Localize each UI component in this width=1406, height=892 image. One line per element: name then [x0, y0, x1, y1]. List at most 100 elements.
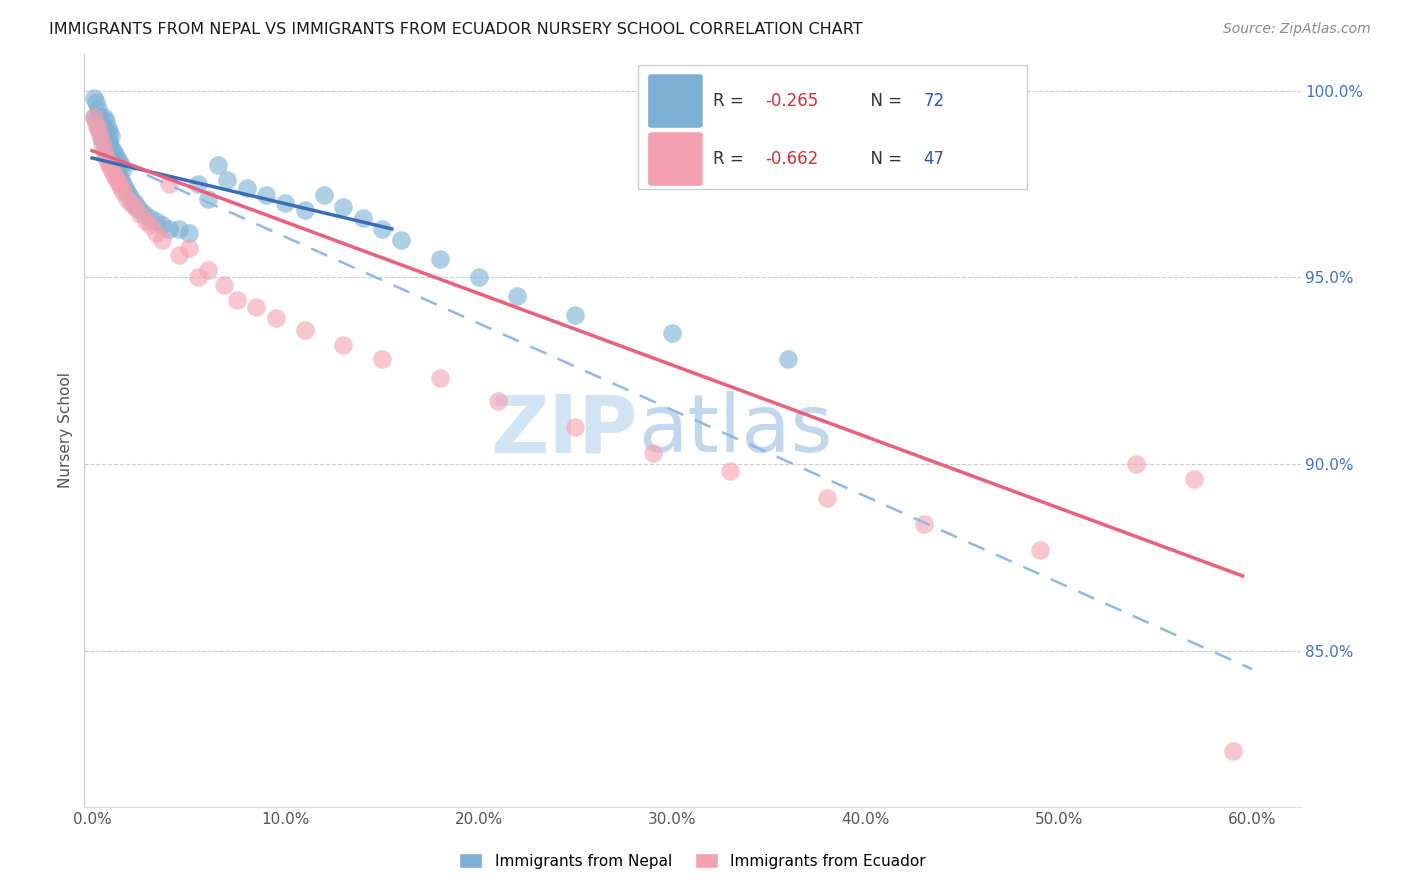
Text: 72: 72: [924, 92, 945, 110]
Point: [641, 446, 664, 460]
Point: [217, 173, 239, 187]
Point: [100, 128, 122, 143]
Point: [125, 200, 148, 214]
Point: [332, 200, 354, 214]
Point: [134, 207, 156, 221]
Y-axis label: Nursery School: Nursery School: [58, 372, 73, 489]
Point: [120, 192, 142, 206]
Point: [121, 195, 143, 210]
Point: [294, 203, 316, 218]
Point: [98, 136, 121, 150]
Point: [90, 117, 112, 131]
Point: [274, 195, 297, 210]
Point: [159, 222, 181, 236]
Point: [1222, 744, 1244, 758]
Point: [93, 121, 115, 136]
Point: [371, 352, 394, 367]
Point: [506, 289, 529, 303]
Point: [94, 113, 117, 128]
Point: [264, 311, 287, 326]
Text: atlas: atlas: [638, 392, 832, 469]
Point: [84, 113, 107, 128]
Text: -0.662: -0.662: [765, 150, 818, 168]
Point: [105, 151, 128, 165]
Point: [90, 132, 112, 146]
Point: [167, 222, 190, 236]
Text: Source: ZipAtlas.com: Source: ZipAtlas.com: [1223, 22, 1371, 37]
Point: [486, 393, 509, 408]
Point: [94, 144, 117, 158]
Point: [89, 110, 111, 124]
Point: [115, 185, 138, 199]
Text: -0.265: -0.265: [765, 92, 818, 110]
Point: [254, 188, 277, 202]
Point: [135, 214, 157, 228]
Point: [167, 248, 190, 262]
Point: [104, 169, 127, 184]
Point: [100, 154, 122, 169]
Text: R =: R =: [713, 92, 749, 110]
Point: [87, 121, 110, 136]
Point: [97, 144, 120, 158]
Point: [105, 166, 128, 180]
Point: [110, 173, 132, 187]
Point: [1182, 472, 1205, 486]
Point: [90, 136, 112, 150]
Point: [112, 177, 135, 191]
Point: [118, 188, 141, 202]
Point: [564, 308, 586, 322]
Point: [564, 419, 586, 434]
Point: [1125, 457, 1147, 471]
Point: [159, 177, 181, 191]
Point: [94, 151, 117, 165]
Point: [105, 173, 128, 187]
Point: [145, 226, 167, 240]
Point: [103, 144, 125, 158]
Point: [197, 192, 219, 206]
FancyBboxPatch shape: [638, 65, 1026, 189]
Point: [93, 136, 115, 150]
Point: [468, 270, 491, 285]
Point: [150, 218, 173, 232]
Text: 47: 47: [924, 150, 945, 168]
Point: [197, 263, 219, 277]
Point: [815, 491, 838, 505]
Point: [778, 352, 800, 367]
FancyBboxPatch shape: [647, 131, 703, 186]
Point: [83, 110, 105, 124]
Point: [429, 371, 451, 385]
Point: [120, 195, 142, 210]
Point: [139, 211, 162, 225]
Point: [661, 326, 683, 341]
Point: [718, 465, 741, 479]
Point: [332, 337, 354, 351]
Point: [97, 147, 120, 161]
Point: [94, 128, 117, 143]
Point: [912, 516, 935, 531]
Text: N =: N =: [860, 150, 908, 168]
Point: [100, 162, 122, 177]
Point: [104, 147, 127, 161]
Point: [87, 121, 110, 136]
Point: [236, 181, 259, 195]
Point: [84, 95, 107, 109]
Point: [87, 103, 110, 117]
Legend: Immigrants from Nepal, Immigrants from Ecuador: Immigrants from Nepal, Immigrants from E…: [453, 847, 932, 875]
Point: [98, 151, 121, 165]
Point: [314, 188, 336, 202]
FancyBboxPatch shape: [647, 73, 703, 128]
Point: [100, 140, 122, 154]
Point: [124, 200, 146, 214]
Text: IMMIGRANTS FROM NEPAL VS IMMIGRANTS FROM ECUADOR NURSERY SCHOOL CORRELATION CHAR: IMMIGRANTS FROM NEPAL VS IMMIGRANTS FROM…: [49, 22, 863, 37]
Point: [129, 207, 152, 221]
Text: ZIP: ZIP: [491, 392, 638, 469]
Point: [89, 128, 111, 143]
Point: [129, 203, 152, 218]
Point: [187, 177, 209, 191]
Point: [98, 158, 121, 172]
Point: [97, 121, 120, 136]
Point: [115, 192, 138, 206]
Point: [89, 125, 111, 139]
Point: [245, 300, 267, 314]
Point: [177, 226, 200, 240]
